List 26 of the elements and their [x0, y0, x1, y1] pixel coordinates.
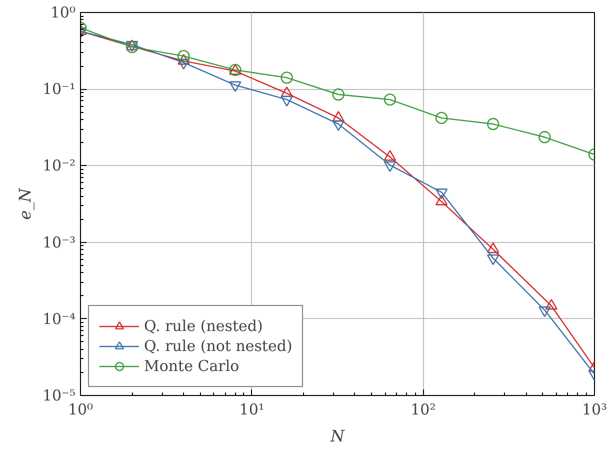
- x-axis-title: N: [330, 426, 346, 446]
- legend-label: Monte Carlo: [144, 357, 240, 375]
- y-tick-label: 10⁰: [50, 4, 76, 22]
- y-tick-label: 10⁻²: [42, 156, 76, 175]
- point: [384, 161, 396, 172]
- point: [178, 50, 190, 62]
- point: [332, 120, 344, 131]
- legend-label: Q. rule (not nested): [144, 337, 292, 355]
- point: [280, 72, 293, 84]
- point: [435, 112, 448, 124]
- y-tick-label: 10⁻³: [42, 233, 76, 252]
- x-tick-label: 10²: [410, 400, 436, 418]
- y-axis-title: e_N: [15, 187, 34, 220]
- y-tick-label: 10⁻⁴: [42, 310, 76, 328]
- legend-label: Q. rule (nested): [144, 317, 263, 335]
- point: [538, 131, 551, 144]
- point: [487, 118, 500, 130]
- point: [538, 306, 551, 318]
- point: [384, 93, 396, 106]
- point: [178, 54, 190, 65]
- y-tick-label: 10⁻¹: [42, 80, 76, 98]
- point: [332, 88, 344, 101]
- point: [435, 188, 448, 200]
- point: [487, 254, 500, 266]
- x-tick-label: 10¹: [239, 400, 264, 418]
- x-tick-label: 10³: [582, 400, 608, 418]
